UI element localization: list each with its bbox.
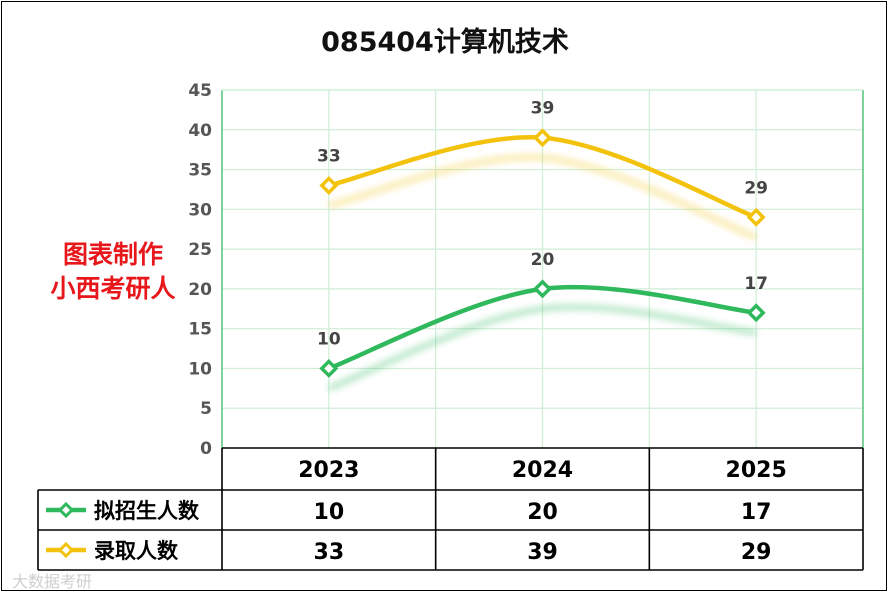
series-shadow-0 [327, 304, 757, 392]
y-tick-label: 30 [188, 200, 212, 220]
data-label: 10 [317, 329, 341, 349]
x-tick-label: 2025 [726, 458, 787, 483]
y-tick-label: 25 [188, 240, 212, 260]
y-tick-label: 45 [188, 81, 212, 101]
data-point-marker [746, 207, 766, 227]
data-point-marker [533, 279, 552, 299]
watermark-text: 图表制作 小西考研人 [28, 238, 198, 306]
series-shadow-1 [328, 154, 758, 241]
chart-title: 085404计算机技术 [321, 27, 569, 58]
data-point-marker [533, 128, 552, 148]
y-tick-label: 5 [200, 399, 212, 419]
legend-swatch-marker [57, 541, 75, 559]
data-point-marker [746, 303, 766, 323]
watermark-line-2: 小西考研人 [50, 274, 176, 303]
data-label: 39 [531, 99, 555, 119]
y-tick-label: 40 [188, 121, 212, 141]
data-label: 33 [317, 146, 341, 166]
data-label: 17 [744, 274, 768, 294]
x-tick-label: 2024 [512, 458, 573, 483]
data-point-marker [319, 358, 339, 378]
x-tick-label: 2023 [298, 458, 359, 483]
y-tick-label: 10 [188, 359, 212, 379]
data-point-marker [319, 175, 339, 195]
table-cell-value: 39 [527, 540, 558, 565]
legend-swatch-marker [57, 501, 75, 519]
watermark-line-1: 图表制作 [62, 240, 163, 269]
table-cell-value: 20 [527, 500, 558, 525]
table-cell-value: 17 [741, 500, 772, 525]
table-cell-value: 29 [741, 540, 772, 565]
footer-watermark: 大数据考研 [12, 572, 93, 591]
table-cell-value: 10 [314, 500, 345, 525]
legend-entry: 拟招生人数 [94, 499, 200, 523]
data-label: 29 [744, 178, 768, 198]
y-tick-label: 0 [200, 439, 212, 459]
y-tick-label: 35 [188, 161, 212, 181]
data-label: 20 [531, 250, 555, 270]
y-tick-label: 15 [188, 320, 212, 340]
y-tick-label: 20 [188, 280, 212, 300]
table-cell-value: 33 [314, 540, 345, 565]
legend-entry: 录取人数 [94, 539, 179, 563]
